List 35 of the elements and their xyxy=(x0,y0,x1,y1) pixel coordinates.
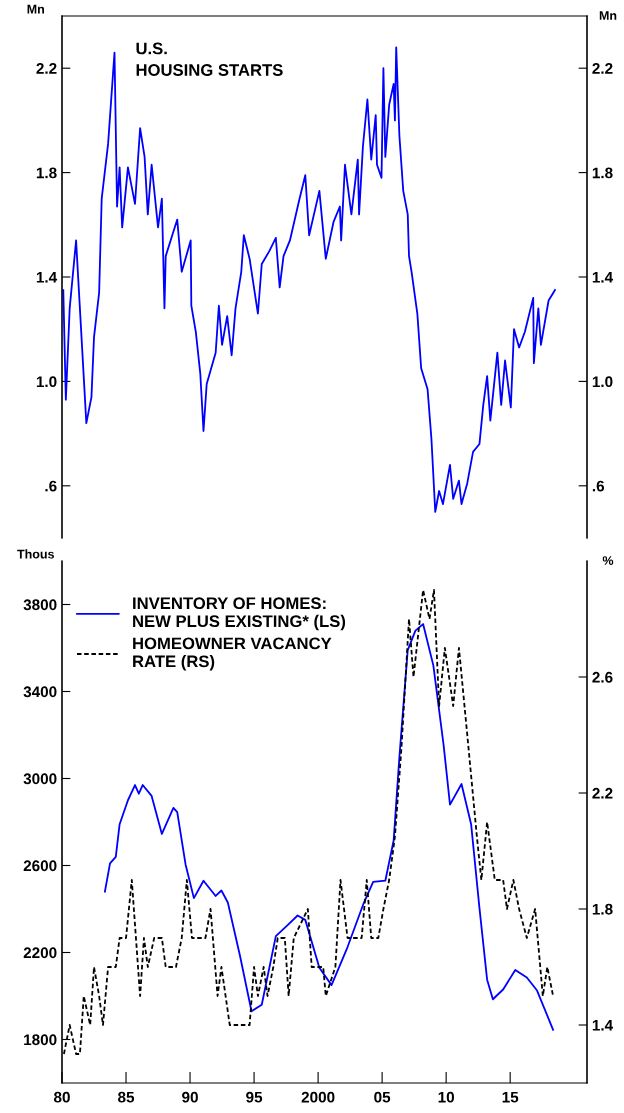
y-tick-label: 2200 xyxy=(23,947,57,959)
y2-tick-label: .6 xyxy=(592,480,605,492)
y-tick-label: 3000 xyxy=(23,773,57,785)
y-tick-label: 3800 xyxy=(23,599,57,611)
x-tick-label: 2000 xyxy=(301,1091,335,1103)
legend-label: INVENTORY OF HOMES: NEW PLUS EXISTING* (LS) xyxy=(133,597,346,631)
x-tick-label: 15 xyxy=(502,1091,519,1103)
y-tick-label: 1.8 xyxy=(36,167,57,179)
y2-tick-label: 1.4 xyxy=(592,1020,614,1031)
y2-tick-label: 1.8 xyxy=(592,903,613,915)
y2-tick-label: 2.2 xyxy=(592,63,613,74)
text: U.S. HOUSING STARTS xyxy=(136,42,283,76)
y-tick-label: 3400 xyxy=(23,686,57,698)
y-tick-label: 2.2 xyxy=(36,63,57,74)
y2-axis-title: Mn xyxy=(599,11,617,20)
x-tick-label: 05 xyxy=(374,1091,391,1103)
x-tick-label: 85 xyxy=(118,1091,135,1103)
y-tick-label: 2600 xyxy=(23,860,57,872)
y2-tick-label: 1.8 xyxy=(592,167,613,179)
y-tick-label: 1.4 xyxy=(36,272,58,283)
legend-label: HOMEOWNER VACANCY RATE (RS) xyxy=(133,637,332,671)
x-tick-label: 10 xyxy=(438,1091,455,1103)
x-tick-label: 90 xyxy=(182,1091,198,1103)
y-tick-label: .6 xyxy=(45,480,57,492)
y2-axis-title: % xyxy=(602,556,614,565)
y-tick-label: 1.0 xyxy=(36,376,57,388)
y2-tick-label: 2.2 xyxy=(592,787,613,799)
y2-tick-label: 1.0 xyxy=(592,376,613,388)
x-tick-label: 80 xyxy=(53,1091,70,1103)
x-tick-label: 95 xyxy=(246,1091,263,1103)
y-axis-title: Thous xyxy=(17,549,54,559)
y-tick-label: 1800 xyxy=(24,1034,57,1046)
y2-tick-label: 2.6 xyxy=(592,671,613,683)
y2-tick-label: 1.4 xyxy=(592,272,614,283)
y-axis-title: Mn xyxy=(27,4,44,14)
